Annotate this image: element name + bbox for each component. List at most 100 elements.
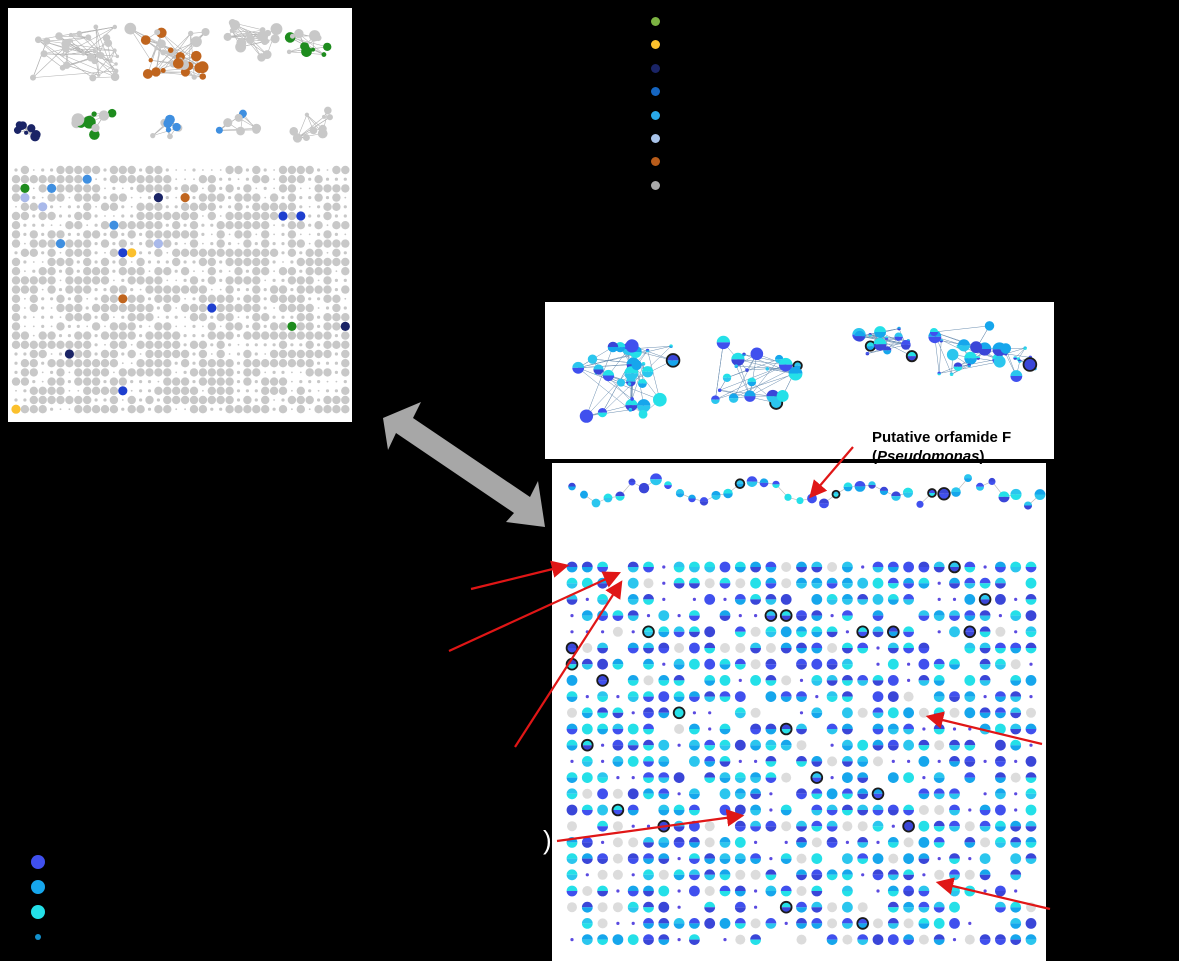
network-node-bottom-half (673, 583, 685, 589)
network-node-bottom-half (843, 486, 853, 492)
network-node (638, 482, 650, 494)
network-node-top-half (811, 901, 823, 908)
singleton-node (314, 267, 323, 276)
singleton-node (323, 368, 332, 377)
network-node-top-half (1034, 489, 1046, 495)
singleton-node (735, 578, 746, 589)
network-node (1025, 610, 1037, 621)
singleton-node (845, 630, 849, 634)
network-node (597, 804, 608, 816)
network-node (717, 388, 722, 393)
singleton-node (20, 285, 30, 294)
singleton-node (163, 211, 172, 221)
singleton-node (263, 168, 267, 172)
singleton-node (811, 837, 822, 848)
singleton-node (287, 331, 297, 340)
singleton-node (219, 269, 223, 273)
singleton-node (677, 743, 681, 747)
network-node-top-half (887, 804, 899, 810)
network-node-bottom-half (627, 810, 639, 816)
network-node (201, 27, 210, 37)
singleton-node (983, 792, 987, 796)
singleton-node (172, 211, 181, 221)
network-node (91, 123, 100, 133)
network-node (949, 901, 960, 913)
network-node-top-half (704, 853, 716, 859)
network-node-top-half (658, 772, 670, 778)
singleton-node (32, 316, 35, 319)
network-node-top-half (643, 853, 654, 859)
singleton-node (662, 565, 666, 569)
singleton-node (198, 340, 208, 349)
singleton-node (343, 380, 347, 384)
network-graph-b (572, 321, 1038, 423)
network-node-bottom-half (719, 583, 731, 589)
singleton-node (305, 340, 314, 349)
singleton-node (65, 184, 74, 193)
network-edge (43, 53, 63, 68)
network-node-top-half (918, 610, 930, 616)
singleton-node (314, 248, 323, 257)
singleton-node (674, 724, 685, 734)
network-node-top-half (750, 934, 761, 940)
singleton-node (964, 869, 975, 880)
network-node (124, 22, 137, 35)
singleton-node (278, 377, 288, 386)
network-node-bottom-half (628, 409, 633, 412)
network-node-top-half (711, 490, 721, 496)
singleton-node (47, 248, 56, 257)
network-node (55, 32, 63, 40)
singleton-node (189, 276, 199, 285)
network-node-top-half (765, 626, 777, 632)
singleton-node (86, 325, 89, 328)
singleton-node (163, 377, 172, 386)
singleton-node (174, 361, 178, 365)
singleton-node (601, 630, 605, 634)
network-node-top-half (772, 480, 780, 485)
singleton-node (781, 562, 792, 572)
singleton-node (252, 313, 261, 322)
singleton-node (252, 285, 261, 294)
singleton-node (100, 303, 110, 313)
singleton-node (210, 315, 214, 319)
singleton-node (340, 321, 350, 331)
singleton-node (612, 821, 623, 832)
singleton-node (225, 285, 234, 294)
network-node-bottom-half (765, 761, 777, 767)
singleton-node (228, 343, 232, 347)
singleton-node (104, 343, 106, 346)
singleton-node (273, 270, 275, 273)
singleton-node (11, 193, 21, 202)
network-node (167, 133, 173, 140)
network-node-bottom-half (689, 842, 700, 848)
network-node-top-half (796, 901, 807, 908)
singleton-node (567, 902, 577, 913)
singleton-node (582, 788, 593, 799)
singleton-node (612, 869, 623, 880)
network-node-top-half (887, 577, 899, 584)
singleton-node (136, 340, 145, 349)
singleton-node (198, 349, 208, 359)
singleton-node (273, 187, 275, 190)
network-node-top-half (731, 352, 745, 360)
singleton-node (175, 307, 178, 309)
network-node-bottom-half (949, 810, 960, 816)
network-node (689, 756, 700, 767)
singleton-node (50, 325, 53, 328)
network-node-bottom-half (731, 359, 745, 366)
network-edge (586, 409, 631, 417)
singleton-node (192, 168, 196, 172)
network-node-top-half (796, 820, 807, 827)
network-node-bottom-half (995, 696, 1006, 702)
network-node-ring (856, 625, 870, 639)
singleton-node (29, 230, 38, 239)
network-node-bottom-half (704, 761, 716, 767)
singleton-node (56, 322, 65, 331)
network-node (933, 918, 945, 929)
singleton-node (323, 285, 332, 294)
top-legend-swatch (651, 134, 660, 143)
singleton-node (74, 175, 83, 184)
singleton-node (252, 248, 261, 257)
singleton-node (842, 934, 853, 945)
singleton-node (308, 408, 311, 411)
